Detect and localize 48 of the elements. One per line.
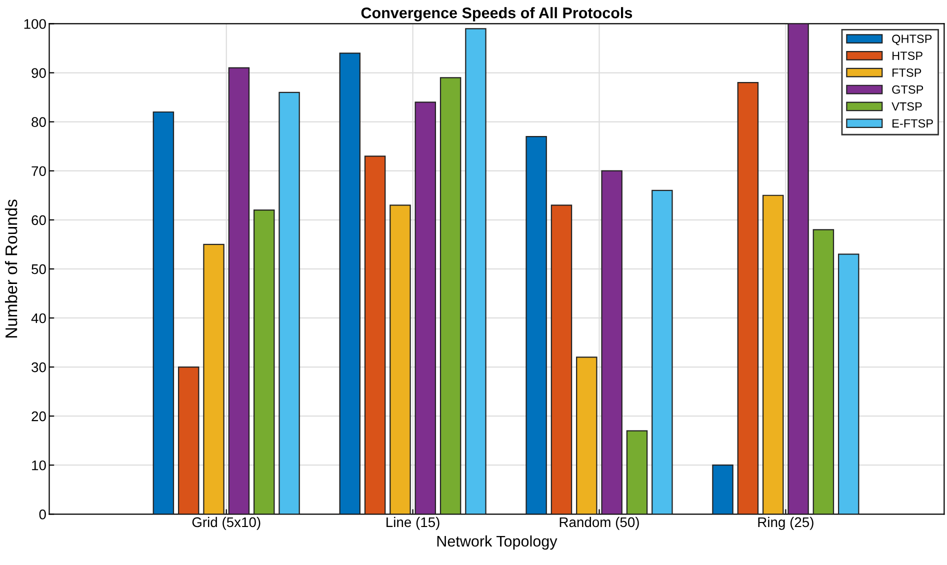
bar (253, 210, 275, 514)
y-tick-label: 10 (32, 460, 46, 470)
x-axis-title: Network Topology (437, 535, 558, 550)
y-tick-label: 50 (32, 264, 46, 274)
bar (652, 190, 673, 514)
bar (526, 136, 547, 514)
bar (440, 77, 462, 514)
y-tick-label: 30 (32, 362, 46, 372)
bar (550, 204, 572, 514)
y-tick-label: 60 (32, 215, 46, 226)
bar (278, 92, 300, 514)
bar (339, 52, 360, 514)
bar (712, 464, 734, 514)
y-tick-label: 80 (32, 117, 46, 127)
y-tick-label: 20 (32, 411, 46, 422)
bar (762, 194, 784, 514)
legend-label: HTSP (892, 52, 922, 60)
bar (601, 170, 622, 514)
bar (737, 82, 759, 514)
bar (788, 24, 809, 514)
legend-label: FTSP (892, 68, 922, 77)
legend-label: VTSP (892, 102, 922, 111)
chart-title: Convergence Speeds of All Protocols (361, 7, 632, 22)
bar (390, 204, 411, 514)
y-tick-label: 40 (31, 313, 46, 324)
y-tick-label: 100 (24, 19, 46, 29)
x-tick-label: Ring (25) (758, 516, 814, 530)
bar (178, 366, 200, 514)
legend-label: QHTSP (892, 34, 932, 46)
bar (152, 111, 174, 514)
x-tick-label: Grid (5x10) (192, 516, 260, 530)
y-tick-label: 70 (32, 166, 46, 176)
x-tick-label: Random (50) (560, 516, 639, 530)
bar (364, 156, 386, 514)
bar (465, 28, 486, 514)
bar (838, 254, 860, 514)
bar (576, 356, 598, 514)
y-tick-label: 0 (39, 509, 46, 520)
legend-label: E-FTSP (892, 119, 933, 128)
legend-label: GTSP (892, 85, 924, 94)
y-axis-title: Number of Rounds (4, 200, 18, 338)
bar (203, 244, 224, 514)
bar (626, 430, 648, 514)
y-tick-label: 90 (32, 68, 46, 78)
bar (414, 102, 436, 514)
bar (228, 67, 250, 514)
x-tick-label: Line (15) (386, 516, 440, 530)
bar (812, 229, 834, 514)
